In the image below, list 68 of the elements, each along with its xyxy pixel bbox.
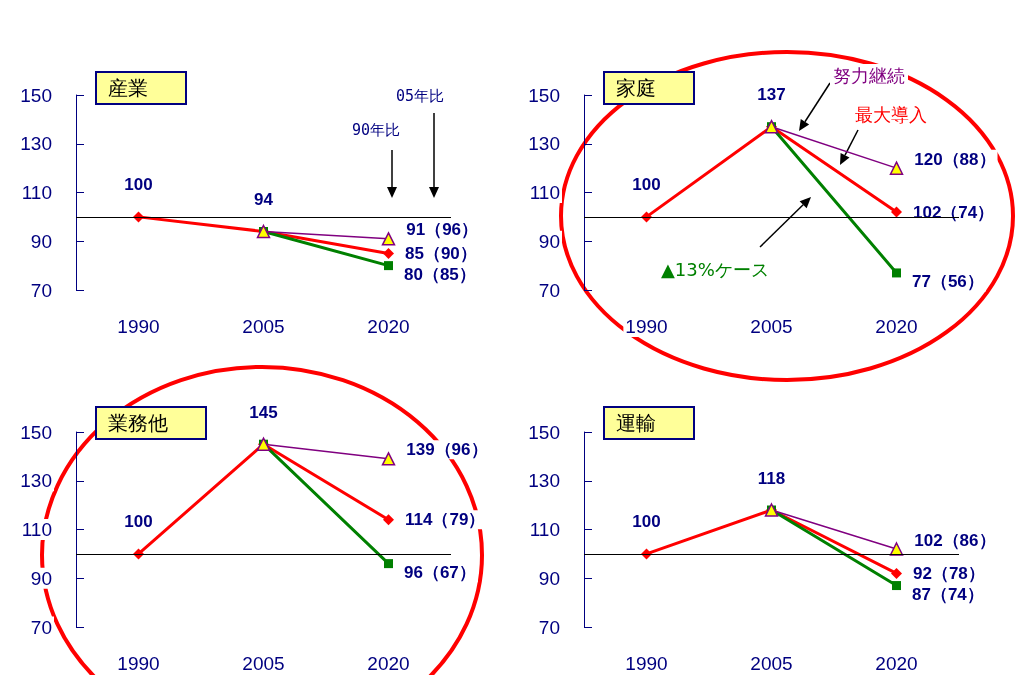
y-tick-label: 90 <box>538 567 560 589</box>
data-label: 77（56） <box>912 272 984 292</box>
data-label: 80（85） <box>404 265 476 285</box>
x-tick-label: 2020 <box>875 653 918 674</box>
y-tick-label: 70 <box>538 616 560 638</box>
y-tick-label: 70 <box>538 279 560 301</box>
chart-title: 産業 <box>108 76 148 100</box>
y-tick-label: 150 <box>20 84 52 106</box>
y-tick-label: 130 <box>528 470 560 492</box>
x-tick-label: 2005 <box>242 316 285 337</box>
x-tick-label: 2005 <box>242 653 285 674</box>
text: 努力継続 <box>833 64 905 86</box>
y-tick-label: 130 <box>20 133 52 155</box>
text: 最大導入 <box>855 103 927 125</box>
x-tick-label: 1990 <box>117 316 160 337</box>
y-tick-label: 150 <box>528 421 560 443</box>
y-tick-label: 90 <box>538 230 560 252</box>
y-tick-label: 110 <box>21 519 52 540</box>
annotation: 90年比 <box>352 120 401 139</box>
point <box>384 261 393 271</box>
y-tick-label: 130 <box>528 133 560 155</box>
x-tick-label: 2005 <box>750 653 793 674</box>
data-label: 94 <box>254 190 274 209</box>
y-tick-label: 70 <box>30 279 52 301</box>
data-label: 87（74） <box>912 585 984 605</box>
data-label: 92（78） <box>913 563 985 583</box>
y-tick-label: 130 <box>20 470 52 492</box>
x-tick-label: 2020 <box>367 653 410 674</box>
point <box>892 581 901 591</box>
data-label: 85（90） <box>405 243 477 263</box>
data-label: 114（79） <box>405 510 486 530</box>
point <box>384 559 393 569</box>
y-tick-label: 110 <box>529 182 560 203</box>
data-label: 139（96） <box>406 440 488 460</box>
y-tick-label: 110 <box>21 182 52 203</box>
x-tick-label: 2020 <box>875 316 918 337</box>
data-label: 100 <box>124 175 153 195</box>
point <box>383 514 394 526</box>
chart-title: 運輸 <box>616 411 656 435</box>
data-label: 118 <box>757 468 786 488</box>
point <box>891 206 902 218</box>
data-label: 102（86） <box>914 530 996 550</box>
data-label: 137 <box>757 85 786 105</box>
y-tick-label: 90 <box>30 230 52 252</box>
x-tick-label: 2020 <box>367 316 410 337</box>
y-tick-label: 110 <box>529 519 560 540</box>
x-tick-label: 1990 <box>625 653 668 674</box>
y-tick-label: 90 <box>30 567 52 589</box>
chart-title: 業務他 <box>108 411 168 435</box>
x-tick-label: 2005 <box>750 316 793 337</box>
data-label: 100 <box>124 512 153 532</box>
data-label: 91（96） <box>406 220 479 240</box>
data-label: 96（67） <box>404 563 476 583</box>
data-label: 145 <box>249 402 278 422</box>
point <box>891 567 902 579</box>
point <box>383 247 394 259</box>
data-label: 120（88） <box>914 149 996 169</box>
y-tick-label: 150 <box>20 421 52 443</box>
text: ▲13%ケース <box>661 258 769 280</box>
data-label: 100 <box>632 512 661 532</box>
x-tick-label: 1990 <box>117 653 160 674</box>
annotation: 05年比 <box>396 86 445 105</box>
y-tick-label: 150 <box>528 84 560 106</box>
x-tick-label: 1990 <box>625 316 668 337</box>
y-tick-label: 70 <box>30 616 52 638</box>
data-label: 100 <box>632 175 661 195</box>
point <box>892 268 901 278</box>
chart-title: 家庭 <box>616 76 656 100</box>
